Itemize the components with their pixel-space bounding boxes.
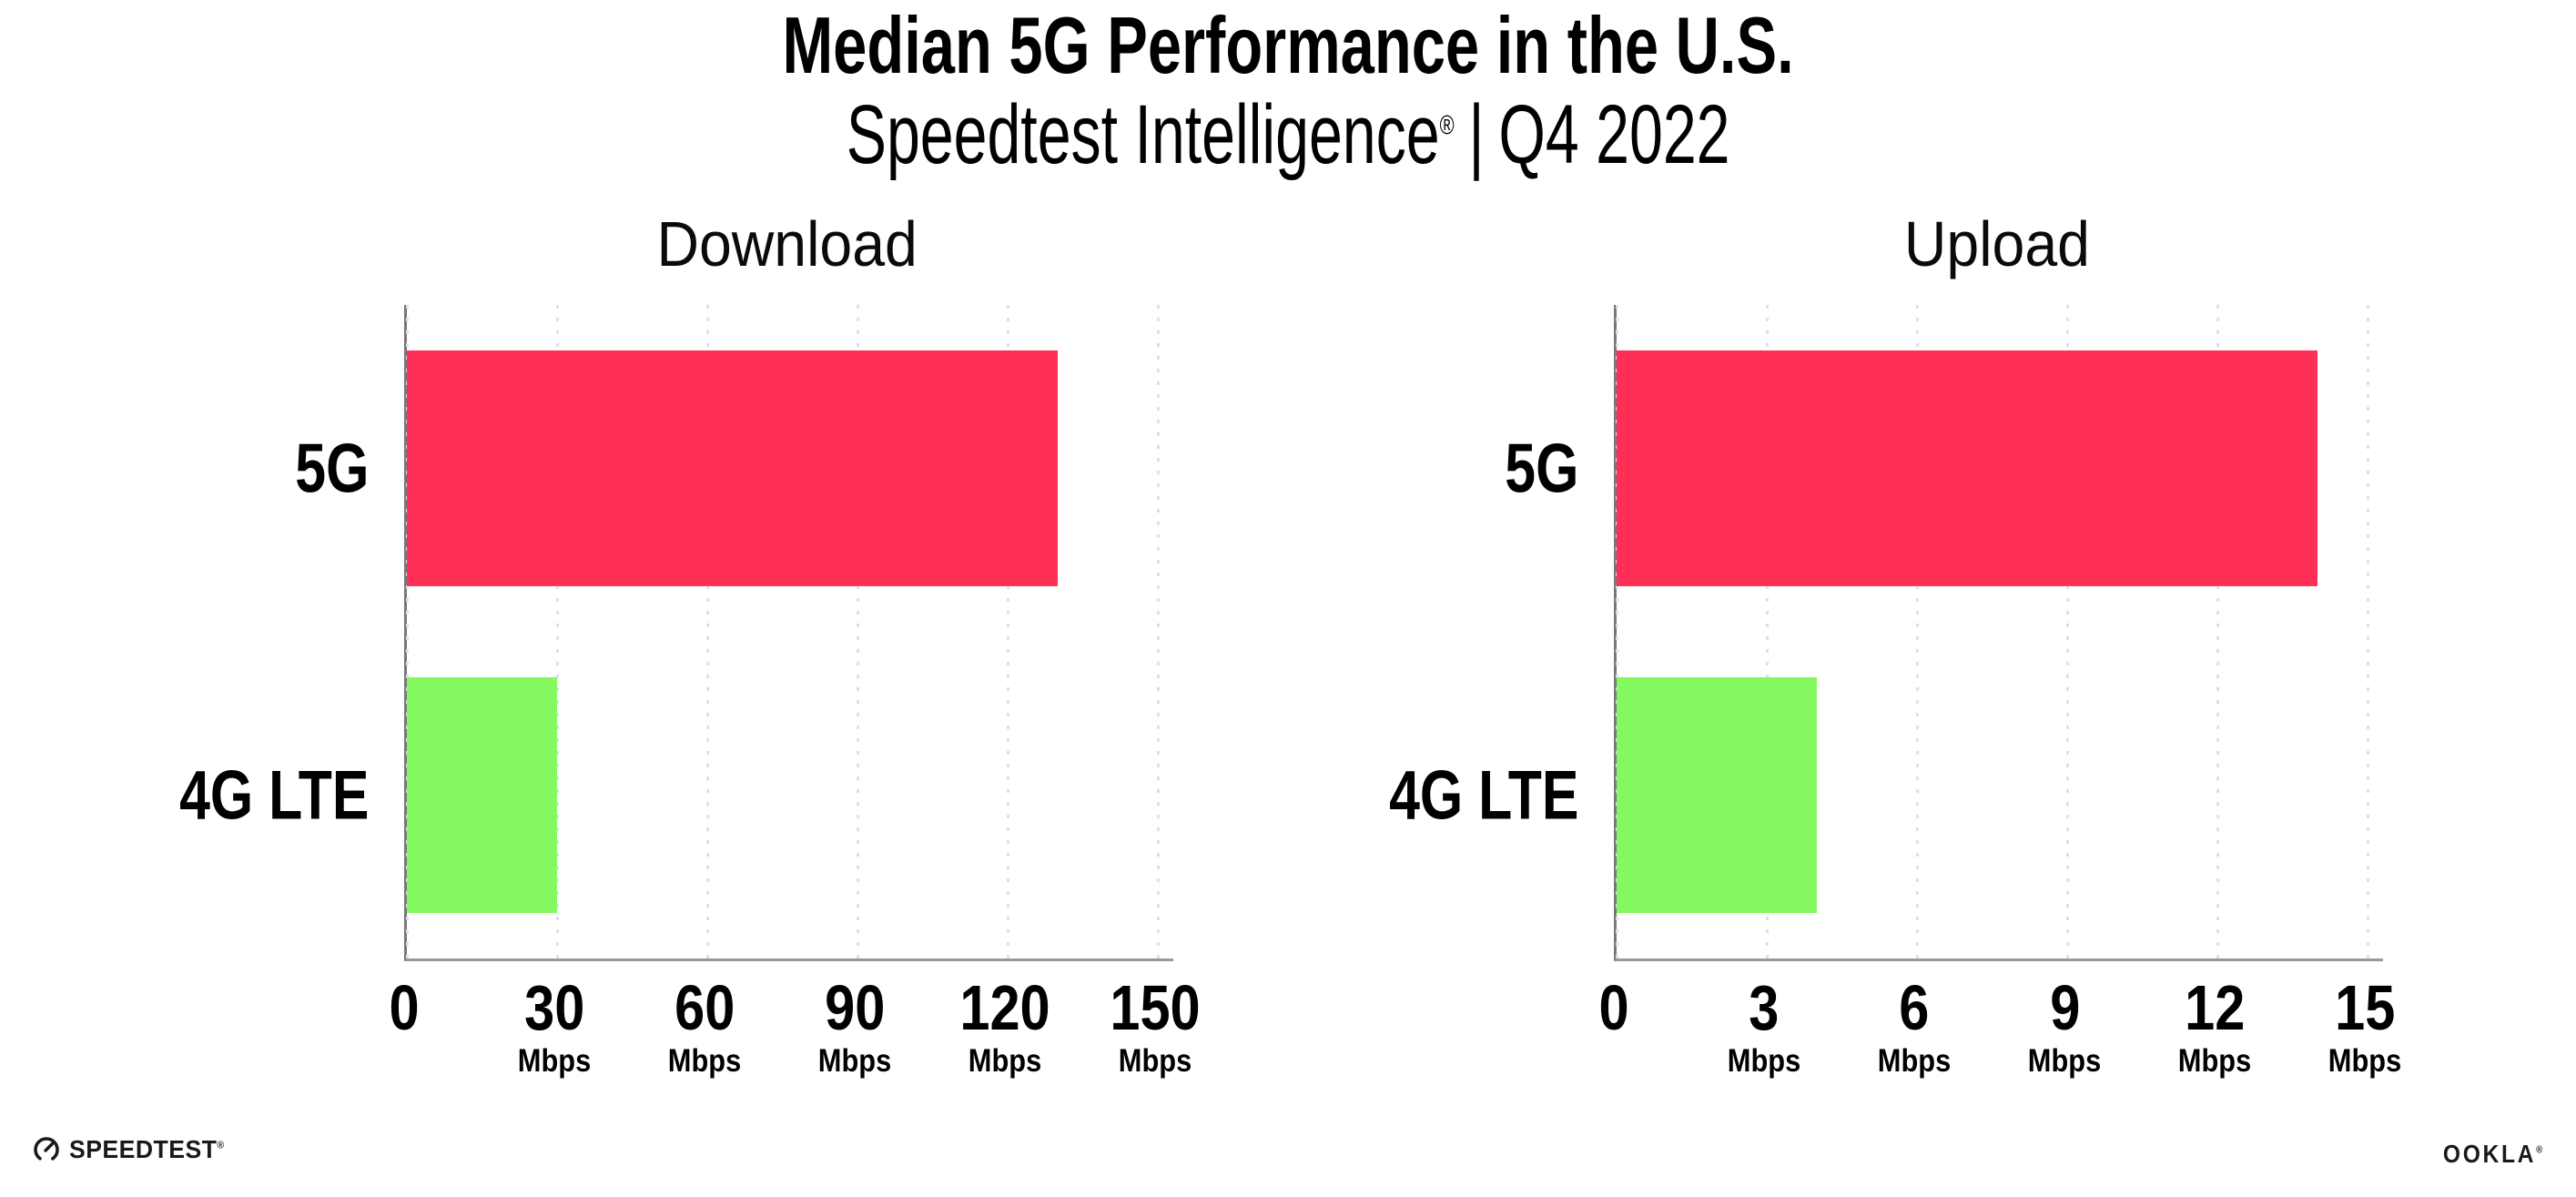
ookla-wordmark: OOKLA® xyxy=(2442,1140,2542,1168)
page-title-text: Median 5G Performance in the U.S. xyxy=(782,0,1794,90)
upload-tick-unit-12: Mbps xyxy=(2178,1043,2252,1079)
download-gridline-120 xyxy=(1007,305,1010,967)
upload-chart-title: Upload xyxy=(1614,208,2380,291)
subtitle-period: Q4 2022 xyxy=(1498,88,1730,181)
page-title: Median 5G Performance in the U.S. xyxy=(0,0,2576,86)
subtitle-brand: Speedtest Intelligence xyxy=(846,88,1440,181)
upload-tick-0: 0 xyxy=(1598,972,1629,1043)
download-chart-title-text: Download xyxy=(656,208,918,279)
upload-category-label-4g-lte: 4G LTE xyxy=(1388,756,1578,834)
ookla-logo: OOKLA® xyxy=(2429,1140,2542,1169)
upload-gridline-0 xyxy=(1616,305,1618,967)
download-category-label-4g-lte: 4G LTE xyxy=(178,756,369,834)
ookla-registered-mark-icon: ® xyxy=(2535,1144,2542,1156)
upload-bar-5g xyxy=(1617,350,2318,586)
download-gridline-0 xyxy=(406,305,409,967)
download-bar-5g xyxy=(407,350,1059,586)
upload-tick-unit-3: Mbps xyxy=(1727,1043,1801,1079)
upload-bar-4g-lte xyxy=(1617,677,1818,913)
download-tick-120: 120 Mbps xyxy=(959,972,1051,1079)
download-tick-unit-120: Mbps xyxy=(969,1043,1042,1079)
upload-tick-6: 6 Mbps xyxy=(1877,972,1952,1079)
upload-gridline-9 xyxy=(2066,305,2070,967)
download-tick-unit-150: Mbps xyxy=(1119,1043,1192,1079)
header: Median 5G Performance in the U.S. Speedt… xyxy=(0,0,2576,178)
upload-tick-unit-6: Mbps xyxy=(1877,1043,1952,1079)
speedtest-wordmark: SPEEDTEST® xyxy=(69,1135,225,1163)
upload-gridline-15 xyxy=(2367,305,2370,967)
upload-tick-15: 15 Mbps xyxy=(2328,972,2402,1079)
download-tick-60: 60 Mbps xyxy=(667,972,742,1079)
download-gridline-90 xyxy=(857,305,860,967)
download-tick-0: 0 xyxy=(389,972,420,1043)
download-category-label-5g: 5G xyxy=(294,430,369,507)
upload-tick-unit-9: Mbps xyxy=(2028,1043,2102,1079)
download-tick-150: 150 Mbps xyxy=(1110,972,1202,1079)
speedtest-registered-mark-icon: ® xyxy=(217,1140,225,1151)
registered-mark-icon: ® xyxy=(1439,110,1455,141)
upload-tick-unit-15: Mbps xyxy=(2328,1043,2402,1079)
download-tick-unit-60: Mbps xyxy=(667,1043,742,1079)
upload-tick-12: 12 Mbps xyxy=(2178,972,2252,1079)
upload-tick-9: 9 Mbps xyxy=(2028,972,2102,1079)
upload-gridline-3 xyxy=(1766,305,1770,967)
download-tick-90: 90 Mbps xyxy=(818,972,892,1079)
download-chart-title: Download xyxy=(404,208,1171,291)
upload-tick-3: 3 Mbps xyxy=(1727,972,1801,1079)
upload-chart-plot: 5G 4G LTE xyxy=(1389,305,2383,967)
download-gridline-30 xyxy=(556,305,560,967)
download-tick-30: 30 Mbps xyxy=(517,972,592,1079)
gauge-icon xyxy=(34,1137,59,1162)
page-subtitle-text: Speedtest Intelligence® | Q4 2022 xyxy=(847,93,1730,177)
subtitle-separator: | xyxy=(1468,88,1485,181)
download-gridline-150 xyxy=(1157,305,1161,967)
download-gridline-60 xyxy=(706,305,710,967)
upload-gridline-6 xyxy=(1916,305,1920,967)
download-bar-4g-lte xyxy=(407,677,558,913)
upload-x-axis-ticks: 0 3 Mbps 6 Mbps 9 Mbps 12 Mbps 15 Mbps xyxy=(1598,972,2401,1103)
speedtest-logo: SPEEDTEST® xyxy=(32,1135,233,1164)
download-tick-unit-90: Mbps xyxy=(818,1043,892,1079)
upload-gridline-12 xyxy=(2216,305,2220,967)
upload-category-label-5g: 5G xyxy=(1504,430,1578,507)
download-tick-unit-30: Mbps xyxy=(517,1043,592,1079)
download-x-axis-ticks: 0 30 Mbps 60 Mbps 90 Mbps 120 Mbps 150 Mbps xyxy=(389,972,1201,1103)
page-subtitle: Speedtest Intelligence® | Q4 2022 xyxy=(0,86,2576,177)
upload-chart-title-text: Upload xyxy=(1903,208,2091,279)
download-chart-plot: 5G 4G LTE xyxy=(179,305,1173,967)
